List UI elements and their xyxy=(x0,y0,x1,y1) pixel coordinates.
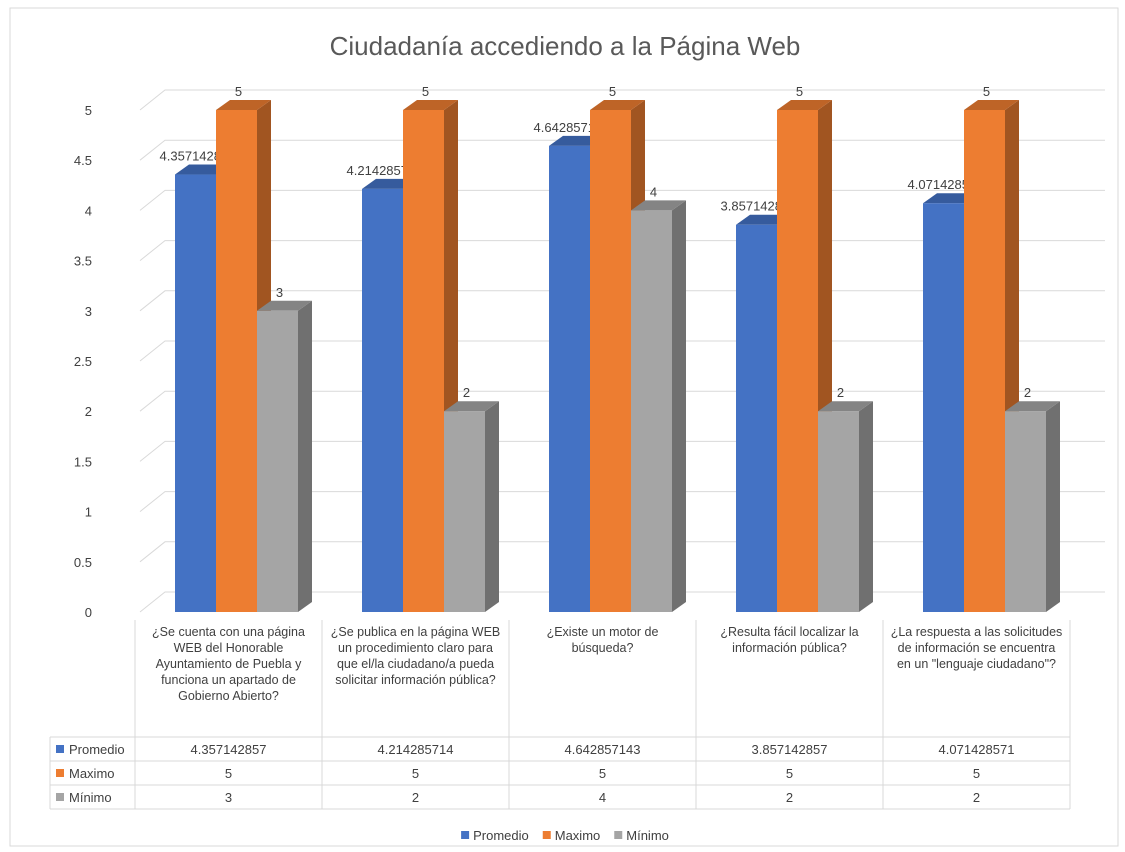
table-cell: 3 xyxy=(225,790,232,805)
bar xyxy=(777,110,818,612)
data-label: 5 xyxy=(796,84,803,99)
y-tick-label: 3.5 xyxy=(74,254,92,269)
bar xyxy=(818,411,859,612)
data-label: 5 xyxy=(609,84,616,99)
bar xyxy=(736,224,777,612)
y-tick-label: 2.5 xyxy=(74,354,92,369)
bar-side xyxy=(485,401,499,612)
y-tick-label: 0 xyxy=(85,605,92,620)
bar-side xyxy=(298,300,312,612)
table-cell: 4.214285714 xyxy=(378,742,454,757)
table-cell: 5 xyxy=(973,766,980,781)
bar xyxy=(175,174,216,613)
bar-top xyxy=(403,100,458,110)
legend-key xyxy=(542,831,551,839)
y-tick-label: 5 xyxy=(85,103,92,118)
bar xyxy=(631,210,672,612)
category-label: ¿Se cuenta con una página WEB del Honora… xyxy=(152,625,305,703)
bar-top xyxy=(257,300,312,311)
bar-top xyxy=(777,100,832,110)
bar-top xyxy=(216,100,271,110)
table-legend-key xyxy=(56,769,64,777)
table-cell: 2 xyxy=(412,790,419,805)
grid-line xyxy=(139,89,1105,111)
bar xyxy=(257,310,298,612)
table-cell: 4 xyxy=(599,790,606,805)
data-label: 5 xyxy=(983,84,990,99)
y-tick-label: 2 xyxy=(85,404,92,419)
table-legend-key xyxy=(56,745,64,753)
chart-title: Ciudadanía accediendo a la Página Web xyxy=(330,31,801,61)
bar xyxy=(362,188,403,612)
data-label: 5 xyxy=(422,84,429,99)
bar xyxy=(923,203,964,612)
table-cell: 4.642857143 xyxy=(565,742,641,757)
data-label: 3 xyxy=(276,285,283,300)
category-label: ¿La respuesta a las solicitudes de infor… xyxy=(890,625,1063,671)
category-label: ¿Existe un motor de búsqueda? xyxy=(546,625,659,655)
y-tick-label: 3 xyxy=(85,304,92,319)
legend-label: Mínimo xyxy=(626,828,669,843)
table-cell: 4.071428571 xyxy=(939,742,1015,757)
table-cell: 4.357142857 xyxy=(191,742,267,757)
table-cell: 2 xyxy=(973,790,980,805)
legend-key xyxy=(614,831,623,839)
table-cell: 5 xyxy=(786,766,793,781)
table-series-name: Mínimo xyxy=(69,790,112,805)
table-series-name: Promedio xyxy=(69,742,125,757)
legend-key xyxy=(461,831,470,839)
category-label: ¿Resulta fácil localizar la información … xyxy=(720,625,859,655)
table-legend-key xyxy=(56,793,64,801)
y-tick-label: 4.5 xyxy=(74,153,92,168)
bar-top xyxy=(631,200,686,211)
y-tick-label: 1 xyxy=(85,505,92,520)
bar xyxy=(403,110,444,612)
data-label: 2 xyxy=(1024,385,1031,400)
table-cell: 5 xyxy=(412,766,419,781)
bar xyxy=(964,110,1005,612)
bar xyxy=(216,110,257,612)
data-label: 2 xyxy=(463,385,470,400)
bar-side xyxy=(859,401,873,612)
data-label: 5 xyxy=(235,84,242,99)
data-label: 2 xyxy=(837,385,844,400)
legend-label: Promedio xyxy=(473,828,529,843)
legend-label: Maximo xyxy=(555,828,601,843)
bar xyxy=(590,110,631,612)
bar xyxy=(1005,411,1046,612)
y-tick-label: 1.5 xyxy=(74,454,92,469)
y-tick-label: 0.5 xyxy=(74,555,92,570)
bar-top xyxy=(590,100,645,110)
bar-top xyxy=(818,401,873,412)
bar-top xyxy=(1005,401,1060,412)
table-cell: 5 xyxy=(225,766,232,781)
bar-top xyxy=(444,401,499,412)
bar xyxy=(444,411,485,612)
table-cell: 5 xyxy=(599,766,606,781)
category-label: ¿Se publica en la página WEB un procedim… xyxy=(330,625,501,687)
table-cell: 2 xyxy=(786,790,793,805)
bar-side xyxy=(1046,401,1060,612)
table-cell: 3.857142857 xyxy=(752,742,828,757)
data-label: 4 xyxy=(650,184,657,199)
table-series-name: Maximo xyxy=(69,766,115,781)
y-tick-label: 4 xyxy=(85,203,92,218)
bar xyxy=(549,145,590,612)
bar-side xyxy=(672,200,686,612)
bar-top xyxy=(964,100,1019,110)
